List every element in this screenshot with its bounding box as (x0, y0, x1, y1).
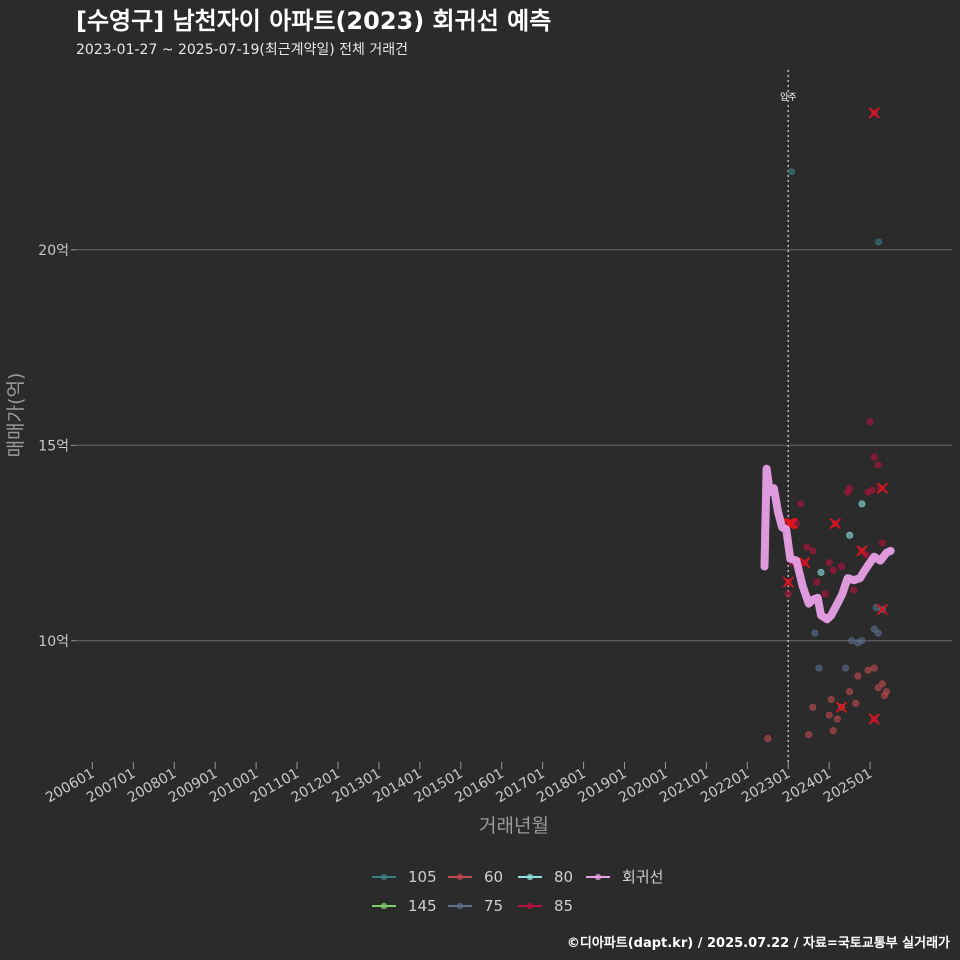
data-point-85 (874, 461, 882, 469)
data-point-85 (797, 500, 805, 508)
legend-key-dot (594, 873, 602, 881)
legend-key-dot (526, 873, 534, 881)
highlight-x-mark (856, 545, 868, 557)
highlight-x-mark (829, 517, 841, 530)
data-point-85 (878, 539, 886, 547)
legend-label: 회귀선 (622, 868, 663, 886)
legend-label: 85 (554, 897, 573, 915)
data-point-80 (817, 568, 825, 576)
data-point-60 (809, 703, 817, 711)
data-point-85 (803, 543, 811, 551)
data-point-75 (858, 637, 866, 645)
data-point-75 (874, 629, 882, 637)
legend-key-dot (526, 902, 534, 910)
y-tick-label: 15억 (38, 438, 69, 454)
regression-line (760, 464, 895, 624)
legend-item-145: 145 (372, 897, 437, 915)
highlight-x-mark (782, 576, 794, 588)
y-tick-label: 20억 (38, 243, 69, 259)
move-in-marker: 입주 (780, 70, 797, 762)
data-point-60 (864, 666, 872, 674)
x-axis-title: 거래년월 (479, 815, 549, 837)
data-point-75 (811, 629, 819, 637)
data-point-60 (829, 727, 837, 735)
data-point-75 (842, 664, 850, 672)
legend-label: 80 (554, 868, 573, 886)
highlight-x-mark (876, 603, 889, 616)
chart-subtitle: 2023-01-27 ~ 2025-07-19(최근계약일) 전체 거래건 (76, 42, 408, 58)
data-point-60 (846, 688, 854, 696)
data-point-85 (870, 453, 878, 461)
data-point-105 (875, 238, 883, 246)
data-point-60 (825, 711, 833, 719)
data-point-105 (788, 168, 796, 176)
data-point-85 (825, 559, 833, 567)
legend-item-85: 85 (518, 897, 573, 915)
legend-label: 60 (484, 868, 503, 886)
legend-key-dot (380, 873, 388, 881)
move-in-label: 입주 (780, 91, 797, 103)
data-point-75 (848, 637, 856, 645)
data-point-60 (833, 715, 841, 723)
data-point-60 (805, 731, 813, 739)
highlight-x-mark (835, 701, 848, 713)
regression-path (760, 464, 895, 624)
data-point-85 (809, 547, 817, 555)
data-point-75 (815, 664, 823, 672)
chart-title: [수영구] 남천자이 아파트(2023) 회귀선 예측 (76, 7, 551, 35)
data-point-80 (858, 500, 866, 508)
data-point-80 (846, 531, 854, 539)
legend-item-105: 105 (372, 868, 437, 886)
grid-lines (76, 249, 952, 642)
highlight-x-mark (868, 107, 880, 119)
highlight-x-mark (868, 713, 880, 725)
data-point-85 (868, 486, 876, 494)
data-point-60 (852, 699, 860, 707)
data-point-85 (829, 566, 837, 574)
y-axis-ticks: 10억 15억 20억 (38, 243, 76, 650)
legend-item-80: 80 (518, 868, 573, 886)
data-point-60 (827, 695, 835, 703)
data-point-60 (854, 672, 862, 680)
legend: 105 60 80 회귀선 145 75 85 (372, 868, 663, 915)
legend-key-dot (456, 873, 464, 881)
legend-item-60: 60 (448, 868, 503, 886)
legend-key-dot (456, 902, 464, 910)
data-point-85 (784, 590, 792, 598)
data-point-85 (866, 418, 874, 426)
source-caption: ©디아파트(dapt.kr) / 2025.07.22 / 자료=국토교통부 실… (567, 935, 950, 951)
y-tick-label: 10억 (38, 634, 69, 650)
legend-key-dot (380, 902, 388, 910)
y-axis-title: 매매가(억) (5, 373, 27, 458)
data-point-60 (878, 680, 886, 688)
data-point-60 (764, 735, 772, 743)
data-point-85 (837, 562, 845, 570)
data-point-60 (883, 688, 891, 696)
legend-label: 145 (408, 897, 437, 915)
data-point-85 (813, 578, 821, 586)
legend-label: 75 (484, 897, 503, 915)
legend-item-회귀선: 회귀선 (586, 868, 663, 886)
data-point-85 (846, 484, 854, 492)
data-point-60 (870, 664, 878, 672)
legend-label: 105 (408, 868, 437, 886)
data-point-85 (850, 586, 858, 594)
highlight-x-mark (876, 482, 889, 494)
legend-item-75: 75 (448, 897, 503, 915)
data-point-85 (821, 590, 829, 598)
